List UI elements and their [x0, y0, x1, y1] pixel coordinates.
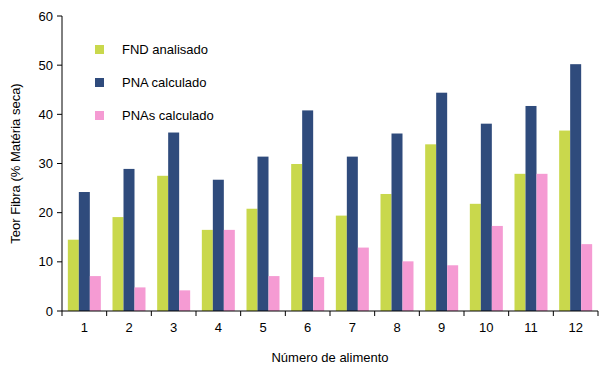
y-tick [57, 16, 62, 17]
x-tick [508, 311, 509, 316]
y-tick-label: 0 [46, 304, 53, 319]
x-tick [240, 311, 241, 316]
bar [302, 110, 313, 311]
y-axis-label: Teor Fibra (% Matéria seca) [8, 83, 23, 243]
legend-swatch [95, 78, 104, 87]
y-tick-label: 40 [39, 107, 53, 122]
bar [247, 209, 258, 311]
bar [537, 174, 548, 311]
bar [447, 265, 458, 311]
y-tick [57, 212, 62, 213]
legend: FND analisado PNA calculado PNAs calculado [95, 42, 214, 123]
x-tick [598, 311, 599, 316]
y-tick-label: 50 [39, 58, 53, 73]
bar [515, 174, 526, 311]
x-tick-label: 3 [170, 320, 177, 335]
bar [526, 106, 537, 311]
bar [90, 276, 101, 311]
x-tick-label: 1 [81, 320, 88, 335]
x-tick-label: 10 [479, 320, 493, 335]
bar [258, 157, 269, 311]
x-tick-label: 8 [393, 320, 400, 335]
y-tick [57, 261, 62, 262]
bar [224, 230, 235, 311]
bar [168, 133, 179, 311]
bar [392, 134, 403, 311]
bar [157, 176, 168, 311]
x-tick-label: 5 [259, 320, 266, 335]
bar [470, 204, 481, 311]
x-tick [106, 311, 107, 316]
x-tick [151, 311, 152, 316]
x-tick-label: 12 [568, 320, 582, 335]
x-tick-label: 6 [304, 320, 311, 335]
bar [492, 226, 503, 311]
bar [581, 244, 592, 311]
bar [570, 64, 581, 311]
x-tick [374, 311, 375, 316]
bar [347, 157, 358, 311]
x-tick [196, 311, 197, 316]
bar [269, 276, 280, 311]
y-tick [57, 311, 62, 312]
bar [336, 216, 347, 311]
y-tick [57, 65, 62, 66]
legend-label: PNAs calculado [122, 108, 214, 123]
bar [291, 164, 302, 311]
bar [124, 169, 135, 311]
x-tick [419, 311, 420, 316]
legend-label: PNA calculado [122, 75, 207, 90]
bar [113, 217, 124, 311]
bar [179, 290, 190, 311]
y-tick [57, 163, 62, 164]
bar [381, 194, 392, 311]
x-tick [330, 311, 331, 316]
y-tick-label: 30 [39, 156, 53, 171]
bar [135, 287, 146, 311]
bar [403, 261, 414, 311]
y-tick [57, 114, 62, 115]
y-tick-label: 20 [39, 205, 53, 220]
x-tick [464, 311, 465, 316]
bar [202, 230, 213, 311]
x-tick-label: 11 [524, 320, 538, 335]
bar [79, 192, 90, 311]
legend-label: FND analisado [122, 42, 208, 57]
bar [425, 144, 436, 311]
bar [436, 93, 447, 311]
x-tick-label: 4 [215, 320, 222, 335]
chart-svg: 0102030405060123456789101112Número de al… [0, 0, 610, 377]
bar [481, 124, 492, 311]
x-tick [62, 311, 63, 316]
y-tick-label: 10 [39, 254, 53, 269]
chart-root: 0102030405060123456789101112Número de al… [0, 0, 610, 377]
bar [358, 248, 369, 311]
x-axis-label: Número de alimento [271, 350, 388, 365]
x-tick [553, 311, 554, 316]
x-tick-label: 2 [125, 320, 132, 335]
legend-swatch [95, 111, 104, 120]
bar [68, 240, 79, 311]
bar [559, 131, 570, 311]
x-tick-label: 9 [438, 320, 445, 335]
bars [68, 64, 592, 311]
bar [313, 277, 324, 311]
bar [213, 180, 224, 311]
y-tick-label: 60 [39, 9, 53, 24]
x-tick [285, 311, 286, 316]
x-tick-label: 7 [349, 320, 356, 335]
legend-swatch [95, 45, 104, 54]
